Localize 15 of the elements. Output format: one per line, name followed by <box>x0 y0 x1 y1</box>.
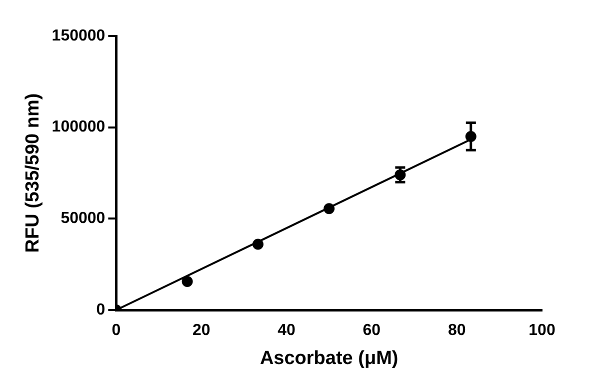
x-tick-label: 100 <box>528 322 556 340</box>
x-tick-label: 40 <box>278 322 296 340</box>
point <box>324 203 335 214</box>
x-tick-label: 20 <box>192 322 210 340</box>
y-tick-label: 0 <box>96 301 106 318</box>
x-tick-label: 60 <box>362 322 381 340</box>
x-tick-label: 0 <box>112 322 121 340</box>
x-tick-label: 80 <box>448 322 466 340</box>
x-axis-title: Ascorbate (μM) <box>260 348 398 369</box>
point <box>182 276 193 288</box>
point <box>252 238 264 250</box>
y-axis-title: RFU (535/590 nm) <box>22 93 44 253</box>
y-tick-label: 100000 <box>52 118 106 136</box>
y-tick-label: 150000 <box>52 27 106 44</box>
y-tick-label: 50000 <box>60 210 106 228</box>
